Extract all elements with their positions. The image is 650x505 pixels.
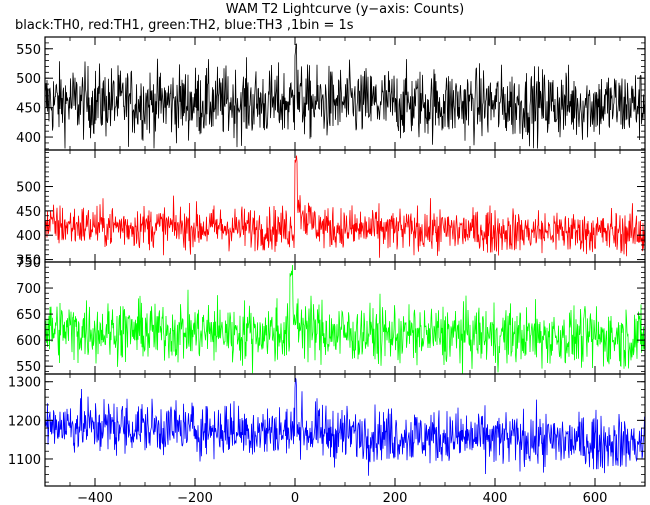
y-tick-label: 600	[16, 334, 41, 349]
x-tick-label: 600	[583, 491, 608, 505]
panel-th2: 550 600 650 700 750	[16, 256, 646, 375]
x-tick-label: −200	[177, 491, 213, 505]
y-tick-label: 750	[16, 256, 41, 271]
panel-th0: 400 450 500 550	[16, 36, 646, 151]
x-tick-label: 0	[291, 491, 299, 505]
y-tick-label: 700	[16, 282, 41, 297]
x-tick-label: −400	[77, 491, 113, 505]
y-tick-label: 400	[16, 229, 41, 244]
y-tick-label: 350	[16, 254, 41, 269]
panels-group: 400 450 500 550 350 400 450 500 550 600 650 700 750 1…	[8, 36, 646, 487]
chart-title: WAM T2 Lightcurve (y−axis: Counts)	[226, 2, 464, 17]
y-tick-label: 650	[16, 308, 41, 323]
y-tick-label: 1200	[8, 414, 41, 429]
series-line-th2	[45, 264, 645, 374]
panel-th3: 1100 1200 1300	[8, 373, 646, 487]
x-tick-label: 400	[483, 491, 508, 505]
y-tick-label: 500	[16, 72, 41, 87]
x-tick-label: 200	[383, 491, 408, 505]
y-tick-label: 500	[16, 181, 41, 196]
series-line-th0	[45, 43, 645, 149]
y-tick-label: 1100	[8, 453, 41, 468]
series-line-th3	[45, 377, 645, 476]
x-axis: −400 −200 0 200 400 600	[77, 491, 607, 505]
y-tick-label: 450	[16, 205, 41, 220]
y-tick-label: 550	[16, 360, 41, 375]
y-tick-label: 1300	[8, 376, 41, 391]
y-tick-label: 550	[16, 43, 41, 58]
panel-frame	[44, 261, 646, 375]
panel-th1: 350 400 450 500	[16, 149, 646, 269]
series-line-th1	[45, 155, 645, 258]
panel-frame	[44, 149, 646, 263]
y-tick-label: 400	[16, 131, 41, 146]
chart-subtitle: black:TH0, red:TH1, green:TH2, blue:TH3 …	[15, 18, 354, 33]
y-tick-label: 450	[16, 102, 41, 117]
